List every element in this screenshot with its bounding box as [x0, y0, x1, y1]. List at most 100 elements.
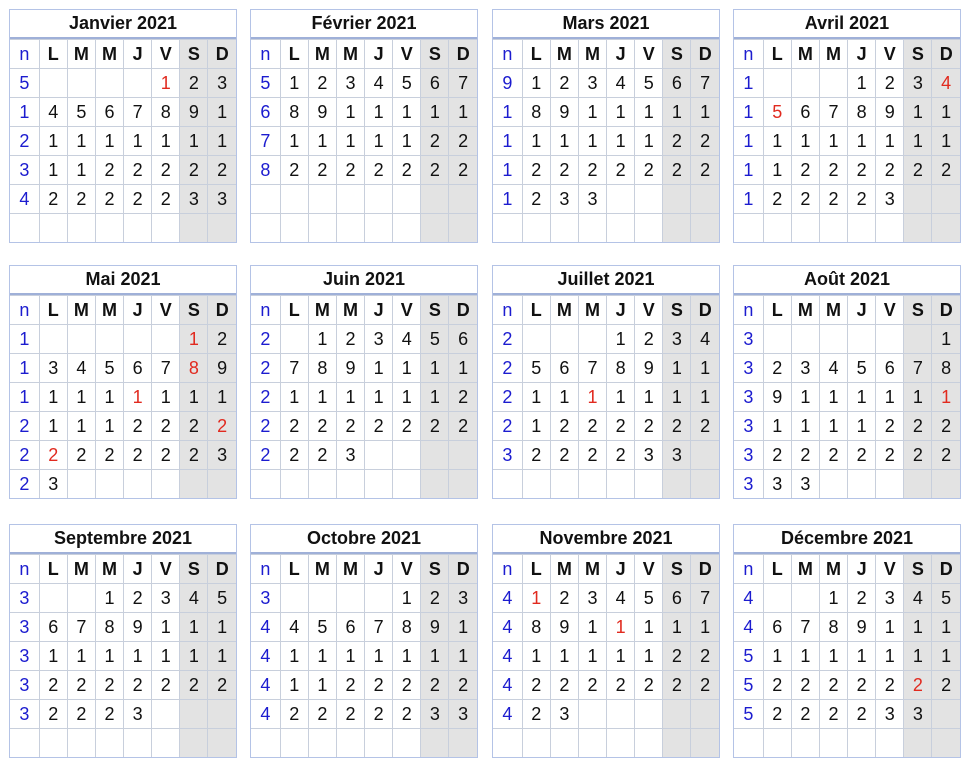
day-cell: 1: [123, 382, 153, 412]
day-cell: [690, 699, 719, 729]
day-cell: 5: [307, 612, 337, 642]
day-cell: 4: [364, 68, 394, 98]
weekday-header: D: [931, 554, 960, 584]
week-row: [10, 728, 236, 757]
month-title: Novembre 2021: [493, 525, 719, 554]
week-number: 3: [10, 641, 40, 671]
day-cell: [606, 728, 636, 757]
weekday-header: J: [364, 39, 394, 69]
day-cell: 3: [875, 699, 905, 729]
day-cell: 1: [521, 68, 551, 98]
day-cell: 6: [790, 97, 820, 127]
day-cell: 2: [123, 440, 153, 470]
day-cell: 2: [762, 670, 792, 700]
day-cell: 3: [875, 583, 905, 613]
week-number-header: n: [734, 295, 764, 325]
day-cell: 2: [38, 699, 68, 729]
day-cell: 1: [207, 97, 236, 127]
day-cell: [549, 728, 579, 757]
day-cell: 1: [577, 97, 608, 127]
day-cell: 1: [38, 126, 68, 156]
day-cell: 1: [931, 324, 960, 354]
day-cell: 5: [634, 583, 664, 613]
day-cell: 2: [521, 155, 551, 185]
day-cell: 2: [335, 699, 366, 729]
month-title: Septembre 2021: [10, 525, 236, 554]
day-cell: [903, 469, 933, 498]
day-cell: 9: [207, 353, 236, 383]
day-cell: [448, 469, 477, 498]
day-cell: 1: [307, 641, 337, 671]
day-cell: 8: [151, 97, 181, 127]
week-number: 3: [734, 353, 764, 383]
day-cell: [448, 440, 477, 470]
day-cell: 1: [94, 126, 125, 156]
day-cell: 3: [577, 68, 608, 98]
weekday-header: V: [151, 295, 181, 325]
day-cell: [207, 469, 236, 498]
day-cell: 3: [38, 469, 68, 498]
day-cell: 2: [38, 440, 68, 470]
day-cell: [662, 699, 692, 729]
weekday-header: V: [151, 39, 181, 69]
day-cell: 2: [207, 670, 236, 700]
day-cell: 1: [335, 382, 366, 412]
day-cell: 3: [207, 68, 236, 98]
day-cell: [577, 699, 608, 729]
week-number: 4: [493, 699, 523, 729]
month-calendar: Avril 2021 n L M M J V S D 1 1 2 3 4 1 5 6 7 8 9 1 1 1 1 1 1 1 1 1 1 1…: [733, 9, 961, 243]
day-cell: 4: [606, 68, 636, 98]
day-cell: 2: [448, 382, 477, 412]
day-cell: 1: [207, 126, 236, 156]
week-number: 1: [10, 382, 40, 412]
day-cell: 9: [179, 97, 209, 127]
week-row: [493, 213, 719, 242]
weekday-header: V: [151, 554, 181, 584]
day-cell: 2: [790, 440, 820, 470]
weekday-header: M: [335, 295, 366, 325]
day-cell: 4: [903, 583, 933, 613]
day-cell: 2: [207, 411, 236, 441]
day-cell: 1: [392, 583, 422, 613]
week-number: 3: [10, 583, 40, 613]
day-cell: 3: [549, 184, 579, 214]
day-cell: 1: [307, 126, 337, 156]
day-cell: 4: [931, 68, 960, 98]
day-cell: 1: [790, 641, 820, 671]
day-cell: 2: [123, 184, 153, 214]
day-cell: [38, 324, 68, 354]
day-cell: 2: [818, 670, 849, 700]
weekday-header: M: [307, 295, 337, 325]
day-cell: [606, 184, 636, 214]
weekday-header: V: [875, 39, 905, 69]
day-cell: [790, 213, 820, 242]
day-cell: 2: [151, 670, 181, 700]
day-cell: 1: [307, 382, 337, 412]
week-number: 4: [10, 184, 40, 214]
day-cell: 2: [94, 184, 125, 214]
day-cell: 1: [179, 126, 209, 156]
day-cell: 2: [123, 583, 153, 613]
weekday-header: D: [931, 295, 960, 325]
week-number: 2: [10, 411, 40, 441]
weekday-header: D: [207, 295, 236, 325]
week-number: 2: [10, 469, 40, 498]
weekday-header: L: [521, 39, 551, 69]
day-cell: [606, 699, 636, 729]
day-cell: 1: [662, 382, 692, 412]
weekday-header: D: [448, 554, 477, 584]
day-cell: 1: [577, 641, 608, 671]
weekday-header: L: [279, 295, 309, 325]
day-cell: 1: [392, 641, 422, 671]
week-number: 5: [734, 699, 764, 729]
